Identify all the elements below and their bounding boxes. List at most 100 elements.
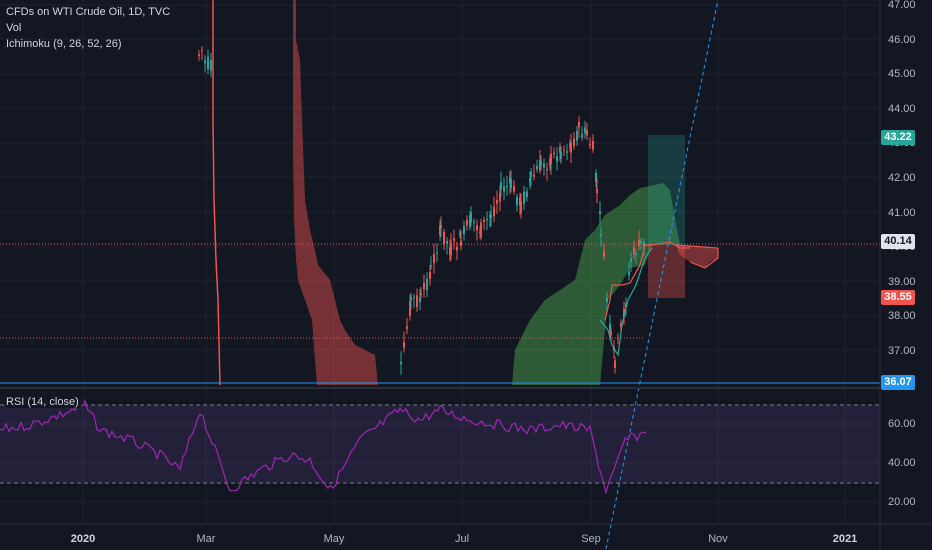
price-tick: 46.00 (888, 34, 916, 46)
candle-body (610, 331, 612, 336)
candle-body (433, 253, 435, 263)
candle-body (513, 185, 515, 192)
candle-body (600, 234, 602, 237)
candle-body (503, 186, 505, 192)
candle-body (456, 246, 458, 251)
price-tick: 45.00 (888, 68, 916, 80)
chart-title[interactable]: CFDs on WTI Crude Oil, 1D, TVC (6, 6, 171, 18)
candle-body (429, 271, 431, 280)
candle-body (635, 253, 637, 256)
candle-body (410, 296, 412, 301)
level-price-tag: 36.07 (881, 375, 915, 390)
rsi-pane (0, 398, 880, 495)
candle-body (420, 293, 422, 296)
candle-body (453, 238, 455, 241)
candle-body (620, 323, 622, 327)
candle-body (546, 168, 548, 171)
candle-body (473, 221, 475, 223)
candle-body (589, 144, 591, 146)
stop-price-tag: 38.55 (881, 290, 915, 305)
rsi-tick: 40.00 (888, 457, 916, 469)
candle-body (553, 152, 555, 155)
candle-body (584, 127, 586, 134)
candle-body (530, 171, 532, 177)
candle-body (625, 303, 627, 308)
candle-body (419, 298, 421, 302)
candle-body (523, 191, 525, 204)
candle-body (526, 191, 528, 198)
rsi-band (0, 405, 880, 483)
candle-body (493, 206, 495, 216)
candle-body (609, 323, 611, 332)
candle-body (578, 121, 580, 128)
time-tick: Jul (454, 533, 470, 545)
ichimoku-cloud-bearish (293, 0, 378, 385)
candle-body (520, 201, 522, 213)
candle-body (516, 197, 518, 206)
price-tick: 44.00 (888, 103, 916, 115)
time-tick: 2021 (832, 533, 858, 545)
price-candles (198, 46, 645, 375)
time-tick: Sep (581, 533, 601, 545)
candle-body (576, 130, 578, 141)
candle-body (204, 60, 206, 64)
price-tick: 38.00 (888, 310, 916, 322)
candle-body (586, 130, 588, 136)
candle-body (483, 219, 485, 222)
candle-body (506, 185, 508, 188)
candle-body (614, 360, 616, 368)
candle-body (640, 241, 642, 244)
time-tick: Mar (196, 533, 216, 545)
candle-body (490, 214, 492, 218)
candle-body (563, 149, 565, 151)
candle-body (510, 178, 512, 188)
price-tick: 47.00 (888, 0, 916, 11)
candle-body (439, 225, 441, 235)
candle-body (550, 153, 552, 165)
candle-body (556, 156, 558, 162)
candle-body (406, 326, 408, 329)
candle-body (581, 133, 583, 138)
candle-body (529, 178, 531, 183)
long-position-tool[interactable] (648, 135, 685, 298)
candle-body (536, 166, 538, 170)
candle-body (570, 142, 572, 153)
candle-body (463, 225, 465, 234)
candle-body (603, 251, 605, 257)
candle-body (560, 151, 562, 159)
candle-body (638, 239, 640, 247)
ichimoku-cloud-future (675, 244, 719, 269)
candle-body (496, 199, 498, 204)
candle-body (450, 243, 452, 256)
candle-body (486, 218, 488, 220)
price-tick: 41.00 (888, 207, 916, 219)
candle-body (400, 361, 402, 365)
candle-body (573, 138, 575, 146)
current-price-tag: 40.14 (881, 234, 915, 249)
candle-body (630, 258, 632, 263)
candle-body (559, 146, 561, 153)
ichimoku-legend[interactable]: Ichimoku (9, 26, 52, 26) (6, 38, 122, 50)
candle-body (596, 188, 598, 194)
candle-body (436, 252, 438, 254)
candle-body (440, 224, 442, 229)
candle-body (599, 211, 601, 215)
price-tick: 39.00 (888, 276, 916, 288)
candle-body (201, 49, 203, 51)
candle-body (470, 212, 472, 223)
trend-line[interactable] (605, 0, 719, 550)
candle-body (466, 220, 468, 226)
candle-body (198, 54, 200, 56)
candle-body (443, 231, 445, 245)
candle-body (595, 172, 597, 183)
candle-body (426, 278, 428, 291)
ichimoku-cloud-bullish (512, 183, 680, 385)
volume-legend[interactable]: Vol (6, 22, 22, 34)
rsi-legend[interactable]: RSI (14, close) (6, 396, 81, 408)
candle-body (423, 282, 425, 290)
target-price-tag: 43.22 (881, 130, 915, 145)
candle-body (606, 297, 608, 303)
candle-body (459, 232, 461, 236)
candle-body (476, 225, 478, 231)
